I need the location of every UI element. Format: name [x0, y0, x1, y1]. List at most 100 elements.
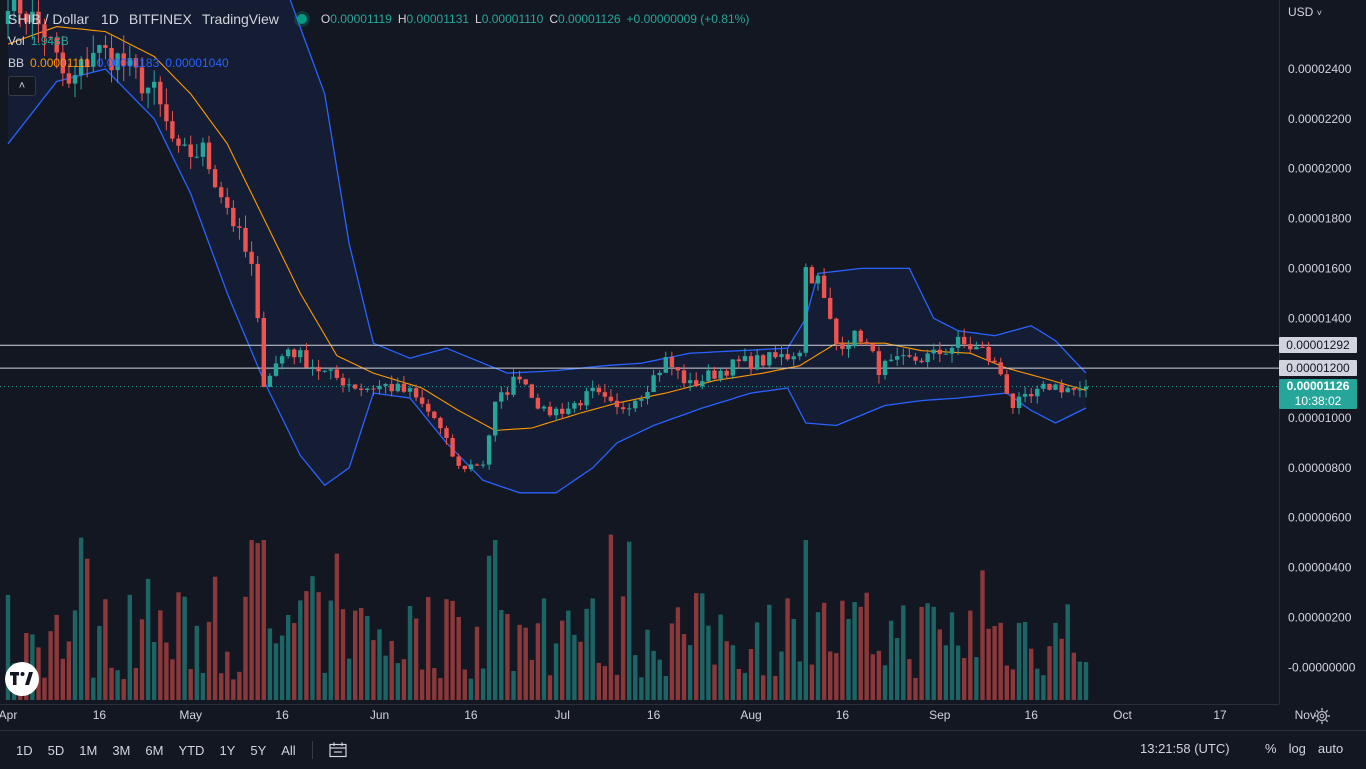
candle: [1029, 387, 1034, 404]
last-price-value: 0.00001126: [1286, 379, 1350, 393]
candle: [206, 135, 212, 174]
time-tick-label: 16: [464, 708, 478, 722]
price-tick-label: 0.00000400: [1288, 561, 1352, 575]
candle: [97, 44, 102, 67]
horizontal-lines[interactable]: [0, 344, 1279, 388]
candle-body: [980, 346, 985, 348]
bb-lower-line: [7, 68, 1087, 494]
hline-label-upper[interactable]: 0.00001292: [1279, 337, 1357, 354]
candle: [456, 453, 461, 469]
time-axis[interactable]: [0, 704, 1279, 729]
candle-body: [852, 330, 857, 346]
candle-body: [864, 341, 869, 344]
volume-bar: [340, 609, 346, 700]
volume-bar: [797, 661, 802, 700]
symbol-name[interactable]: SHIB / Dollar: [8, 11, 89, 27]
volume-bar: [669, 623, 675, 700]
candle-body: [779, 354, 784, 358]
volume-bar: [188, 669, 193, 700]
candle-body: [170, 121, 175, 139]
auto-scale-button[interactable]: auto: [1317, 741, 1344, 756]
source-label: TradingView: [201, 11, 279, 27]
volume-bar: [505, 614, 510, 700]
candle-body: [590, 387, 595, 392]
volume-bar: [858, 606, 863, 700]
volume-bar: [949, 612, 955, 700]
candle: [54, 32, 59, 69]
candle: [1047, 383, 1052, 391]
candle-body: [127, 58, 132, 66]
candle-body: [992, 360, 997, 363]
candle-body: [505, 392, 510, 395]
gear-icon[interactable]: [1312, 707, 1332, 725]
candle-body: [657, 372, 662, 376]
volume-bar: [395, 663, 400, 700]
volume-bar: [91, 677, 96, 700]
volume-bar: [1010, 669, 1016, 700]
candle: [444, 425, 449, 445]
candle: [383, 382, 388, 394]
hline-label-lower[interactable]: 0.00001200: [1279, 360, 1357, 377]
range-5d-button[interactable]: 5D: [47, 742, 65, 758]
price-tick-label: 0.00002200: [1288, 112, 1352, 126]
candle: [109, 35, 114, 83]
candle-body: [1035, 388, 1040, 397]
volume-bar: [882, 665, 888, 700]
volume-bar: [456, 617, 461, 700]
candle-body: [748, 356, 754, 370]
volume-bar: [736, 669, 741, 700]
market-status-icon[interactable]: [296, 14, 307, 24]
volume-bar: [103, 599, 108, 700]
candle-body: [620, 407, 626, 410]
candle-body: [535, 397, 541, 409]
currency-selector[interactable]: USD ˅: [1288, 5, 1322, 19]
tradingview-logo[interactable]: [5, 662, 39, 696]
price-tick-label: 0.00000600: [1288, 511, 1352, 525]
candle: [182, 137, 187, 147]
calendar-goto-icon[interactable]: [329, 742, 347, 758]
price-tick-label: 0.00001400: [1288, 311, 1352, 325]
bb-legend[interactable]: BB 0.00001111 0.00001183 0.00001040: [8, 52, 755, 74]
volume-bar: [767, 604, 772, 700]
candle: [974, 341, 979, 350]
candle-body: [578, 403, 583, 406]
candle: [687, 372, 693, 391]
candle: [468, 459, 474, 472]
interval-label[interactable]: 1D: [100, 11, 119, 27]
utc-clock[interactable]: 13:21:58 (UTC): [1140, 741, 1230, 756]
volume-bar: [541, 598, 547, 700]
volume-bar: [1065, 604, 1070, 700]
range-3m-button[interactable]: 3M: [112, 742, 131, 758]
candle-body: [718, 370, 723, 379]
volume-bar: [602, 666, 608, 700]
collapse-legend-button[interactable]: ˄: [8, 76, 36, 96]
candle-body: [876, 351, 882, 375]
candle-body: [468, 464, 474, 470]
range-all-button[interactable]: All: [281, 742, 296, 758]
range-1d-button[interactable]: 1D: [16, 742, 33, 758]
volume-legend[interactable]: Vol 1.948B: [8, 30, 755, 52]
range-1y-button[interactable]: 1Y: [219, 742, 236, 758]
range-5y-button[interactable]: 5Y: [250, 742, 267, 758]
volume-bar: [974, 657, 979, 700]
candle-body: [145, 87, 151, 94]
change-value: +0.00000009 (+0.81%): [626, 12, 750, 26]
candle: [1010, 393, 1016, 414]
range-6m-button[interactable]: 6M: [145, 742, 164, 758]
percent-scale-button[interactable]: %: [1265, 741, 1277, 756]
candle: [5, 0, 11, 39]
scale-buttons: % log auto: [1265, 741, 1355, 756]
range-ytd-button[interactable]: YTD: [178, 742, 205, 758]
candle: [761, 354, 766, 370]
candle-body: [913, 356, 918, 361]
candle-body: [761, 355, 766, 366]
volume-bar: [97, 625, 102, 700]
volume-bar: [115, 670, 120, 700]
range-1m-button[interactable]: 1M: [79, 742, 98, 758]
chevron-up-icon: ˄: [18, 80, 26, 92]
candle: [152, 70, 157, 105]
log-scale-button[interactable]: log: [1288, 741, 1306, 756]
candle: [212, 164, 218, 189]
candle: [602, 384, 608, 403]
